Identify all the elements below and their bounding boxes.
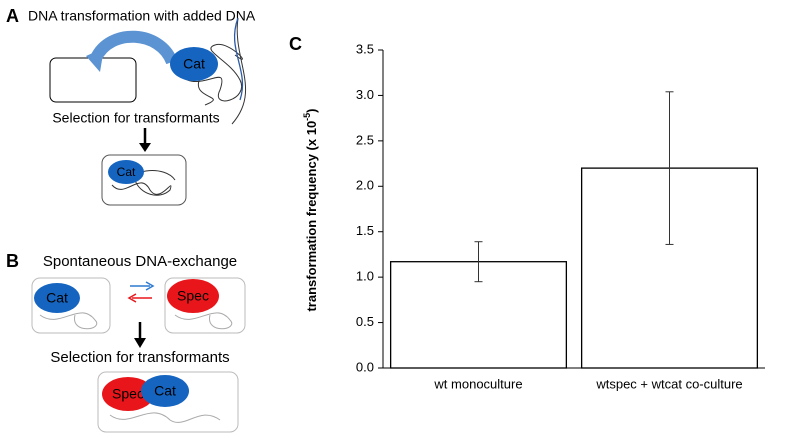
dna	[109, 412, 221, 423]
y-axis-label: transformation frequency (x 10-5)	[302, 108, 319, 311]
y-tick-label: 1.0	[356, 269, 374, 284]
y-tick-label: 0.5	[356, 314, 374, 329]
cell	[97, 371, 239, 433]
dna	[39, 312, 233, 330]
step-label: Selection for transformants	[52, 110, 219, 126]
panel-letter: C	[289, 34, 302, 54]
step-label: Selection for transformants	[50, 349, 229, 366]
arrow-head	[145, 281, 155, 291]
y-axis-label-close: )	[304, 108, 319, 112]
panel-letter: B	[6, 251, 19, 271]
cell	[31, 277, 111, 334]
gene-label: Cat	[183, 56, 205, 72]
panel-title: DNA transformation with added DNA	[28, 8, 256, 24]
gene-label: Cat	[46, 290, 68, 306]
y-tick-label: 2.5	[356, 132, 374, 147]
y-axis-label-text: transformation frequency (x 10	[304, 121, 319, 312]
gene-label: Cat	[117, 165, 136, 179]
y-axis-label-exponent: -5	[302, 113, 312, 121]
x-tick-label: wtspec + wtcat co-culture	[595, 376, 742, 391]
dna	[233, 17, 244, 101]
y-tick-label: 2.0	[356, 178, 374, 193]
arrow-head	[127, 293, 137, 303]
panel-title: Spontaneous DNA-exchange	[43, 253, 237, 270]
cell	[164, 277, 246, 334]
gene-label: Spec	[112, 386, 144, 402]
cell	[101, 154, 187, 206]
gene	[170, 47, 218, 81]
gene	[141, 375, 189, 407]
arrow-head	[139, 143, 151, 152]
gene	[34, 283, 80, 313]
dna	[179, 17, 247, 125]
y-tick-label: 3.5	[356, 41, 374, 56]
gene-label: Cat	[154, 383, 176, 399]
panel-letter: A	[6, 6, 19, 26]
gene-label: Spec	[177, 288, 209, 304]
x-tick-label: wt monoculture	[433, 376, 522, 391]
gene	[167, 279, 219, 313]
gene	[102, 377, 154, 411]
y-tick-label: 3.0	[356, 87, 374, 102]
arrow-head	[134, 338, 146, 348]
cell	[49, 57, 137, 103]
gene	[108, 160, 144, 184]
y-tick-label: 0.0	[356, 359, 374, 374]
arrow-head	[86, 48, 104, 72]
y-tick-label: 1.5	[356, 223, 374, 238]
